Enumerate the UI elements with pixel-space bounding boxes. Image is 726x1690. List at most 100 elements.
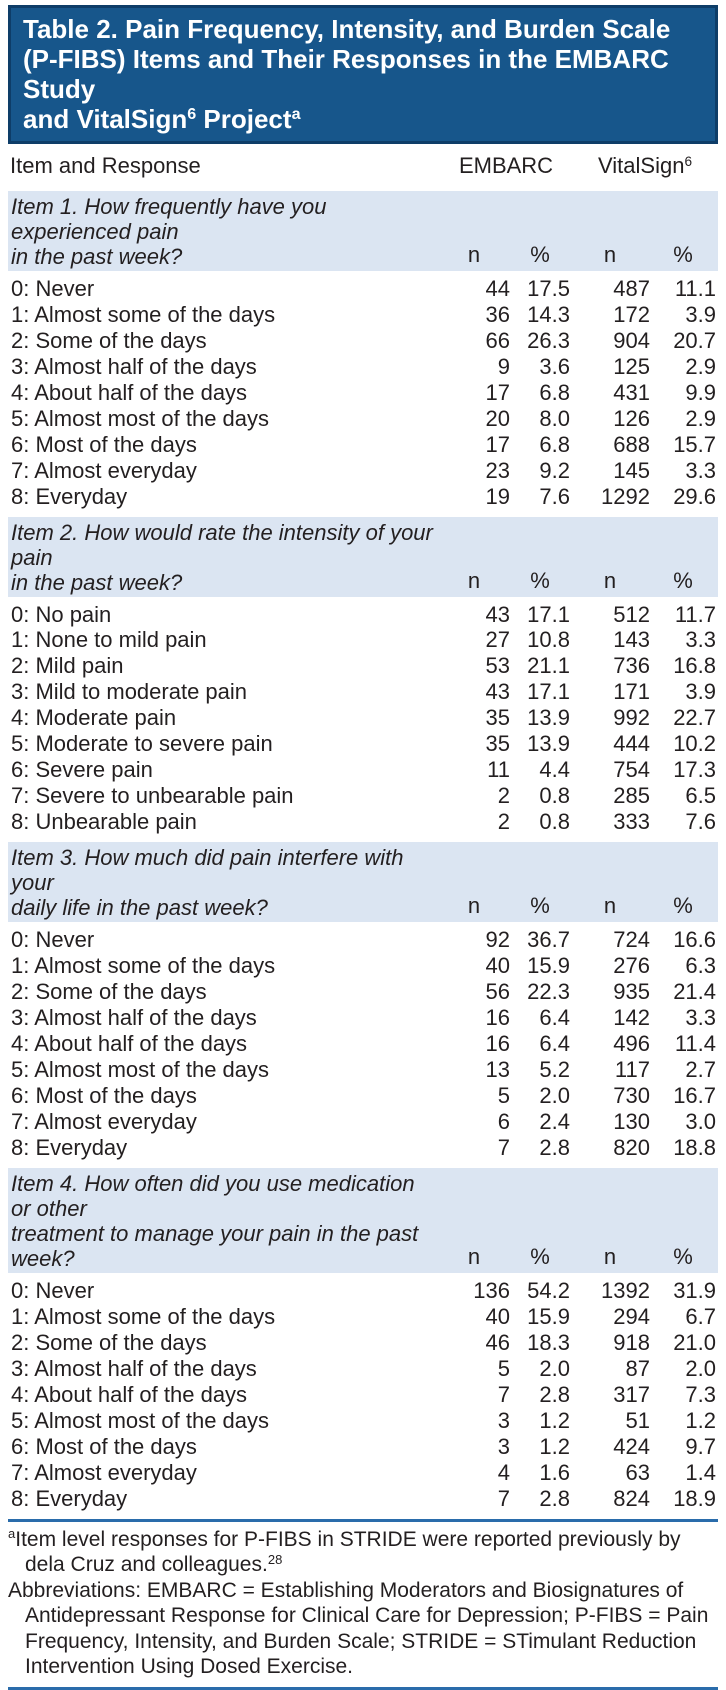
value-cell: 9.9 — [685, 379, 717, 405]
value-cell: 23 — [485, 457, 510, 483]
value-cell: 16.8 — [673, 653, 717, 679]
value-cell: 13.9 — [527, 731, 570, 757]
value-cell: 3 — [497, 1407, 510, 1433]
value-cell: 2.0 — [685, 1355, 717, 1381]
value-cell: 4 — [497, 1459, 510, 1485]
embarc-column-group-header: EMBARC — [440, 147, 572, 189]
value-cell: 40 — [485, 953, 510, 979]
value-cell: 736 — [613, 653, 650, 679]
footnote-a-reference: 28 — [267, 1551, 283, 1567]
value-cell: 92 — [485, 927, 510, 953]
response-label: 3: Almost half of the days — [11, 1355, 257, 1381]
response-label: 7: Severe to unbearable pain — [11, 783, 294, 809]
value-cell: 3.9 — [685, 301, 717, 327]
value-cell: 1.6 — [539, 1459, 570, 1485]
response-label: 5: Moderate to severe pain — [11, 731, 273, 757]
response-label: 4: About half of the days — [11, 1381, 248, 1407]
value-cell: 40 — [485, 1303, 510, 1329]
value-cell: 16.7 — [673, 1083, 717, 1109]
value-cell: 63 — [625, 1459, 650, 1485]
value-cell: 904 — [613, 327, 650, 353]
value-cell: 992 — [613, 705, 650, 731]
table-row: 3: Almost half of the days 16 6.4 142 3.3 — [8, 1005, 718, 1031]
vitalsign-superscript-6: 6 — [684, 153, 693, 169]
response-label: 5: Almost most of the days — [11, 1407, 270, 1433]
pfibs-table: Item and Response EMBARC VitalSign6 Item… — [8, 147, 719, 1512]
table-row: 3: Mild to moderate pain 43 17.1 171 3.9 — [8, 679, 718, 705]
value-cell: 6.4 — [539, 1005, 570, 1031]
value-cell: 15.7 — [673, 431, 717, 457]
response-label: 5: Almost most of the days — [11, 405, 270, 431]
value-cell: 2.0 — [539, 1355, 570, 1381]
table-title: Table 2. Pain Frequency, Intensity, and … — [8, 5, 718, 144]
value-cell: 19 — [485, 483, 510, 509]
response-label: 1: Almost some of the days — [11, 953, 276, 979]
value-cell: 294 — [613, 1303, 650, 1329]
value-cell: 6 — [497, 1109, 510, 1135]
value-cell: 171 — [613, 679, 650, 705]
table-row: 3: Almost half of the days 5 2.0 87 2.0 — [8, 1356, 718, 1382]
response-label: 3: Mild to moderate pain — [11, 679, 248, 705]
title-superscript-6: 6 — [187, 105, 197, 124]
value-cell: 56 — [485, 979, 510, 1005]
value-cell: 16.6 — [673, 927, 717, 953]
value-cell: 824 — [613, 1485, 650, 1511]
value-cell: 730 — [613, 1083, 650, 1109]
column-subheader: n — [572, 1160, 652, 1278]
table-row: 6: Most of the days 3 1.2 424 9.7 — [8, 1434, 718, 1460]
value-cell: 2.8 — [539, 1381, 570, 1407]
table-row: 4: About half of the days 7 2.8 317 7.3 — [8, 1382, 718, 1408]
value-cell: 43 — [485, 679, 510, 705]
value-cell: 35 — [485, 705, 510, 731]
table-row: 2: Some of the days 56 22.3 935 21.4 — [8, 979, 718, 1005]
value-cell: 145 — [613, 457, 650, 483]
value-cell: 724 — [613, 927, 650, 953]
value-cell: 918 — [613, 1329, 650, 1355]
value-cell: 1292 — [601, 483, 650, 509]
value-cell: 27 — [485, 627, 510, 653]
table-header: Item and Response EMBARC VitalSign6 — [8, 147, 719, 189]
bottom-rule — [8, 1686, 718, 1690]
response-label: 1: None to mild pain — [11, 627, 207, 653]
item-response-column-header: Item and Response — [8, 147, 440, 189]
value-cell: 17.1 — [527, 679, 570, 705]
value-cell: 17.5 — [527, 276, 570, 301]
response-label: 2: Some of the days — [11, 327, 207, 353]
value-cell: 31.9 — [673, 1277, 717, 1303]
value-cell: 53 — [485, 653, 510, 679]
value-cell: 125 — [613, 353, 650, 379]
value-cell: 15.9 — [527, 953, 570, 979]
value-cell: 29.6 — [673, 483, 717, 509]
title-superscript-a: a — [291, 105, 301, 124]
section-header-row: Item 1. How frequently have you experien… — [8, 184, 719, 276]
value-cell: 0.8 — [539, 783, 570, 809]
value-cell: 7 — [497, 1381, 510, 1407]
value-cell: 333 — [613, 809, 650, 835]
value-cell: 3 — [497, 1433, 510, 1459]
table-row: 2: Some of the days 66 26.3 904 20.7 — [8, 328, 718, 354]
response-label: 2: Some of the days — [11, 1329, 207, 1355]
response-label: 0: No pain — [11, 601, 112, 627]
table-row: 7: Almost everyday 4 1.6 63 1.4 — [8, 1460, 718, 1486]
response-label: 4: Moderate pain — [11, 705, 177, 731]
value-cell: 512 — [613, 601, 650, 627]
value-cell: 0.8 — [539, 809, 570, 835]
value-cell: 15.9 — [527, 1303, 570, 1329]
value-cell: 2 — [497, 783, 510, 809]
value-cell: 20.7 — [673, 327, 717, 353]
value-cell: 276 — [613, 953, 650, 979]
value-cell: 3.0 — [685, 1109, 717, 1135]
value-cell: 11.1 — [674, 276, 717, 301]
table-row: 3: Almost half of the days 9 3.6 125 2.9 — [8, 354, 718, 380]
value-cell: 5 — [497, 1355, 510, 1381]
column-subheader: n — [572, 509, 652, 602]
value-cell: 22.3 — [527, 979, 570, 1005]
table-title-line3: and VitalSign6 Projecta — [23, 104, 301, 134]
value-cell: 1.2 — [539, 1407, 570, 1433]
value-cell: 11.7 — [674, 601, 717, 627]
column-subheader: n — [440, 509, 512, 602]
column-subheader: % — [652, 184, 719, 276]
value-cell: 7 — [497, 1485, 510, 1511]
value-cell: 16 — [485, 1005, 510, 1031]
value-cell: 20 — [485, 405, 510, 431]
